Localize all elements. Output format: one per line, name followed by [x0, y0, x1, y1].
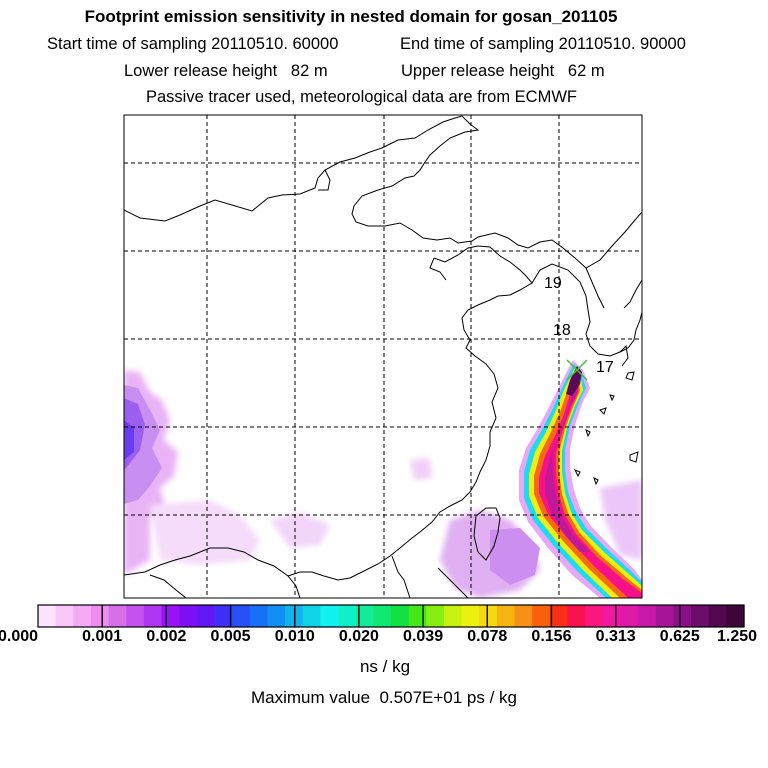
- colorbar-swatch: [373, 605, 392, 627]
- colorbar-swatch: [161, 605, 180, 627]
- colorbar-swatch: [391, 605, 410, 627]
- trajectory-label-19: 19: [544, 275, 562, 292]
- colorbar-swatch: [655, 605, 674, 627]
- colorbar-swatch: [532, 605, 551, 627]
- colorbar-swatch: [443, 605, 463, 627]
- colorbar-swatch: [496, 605, 516, 627]
- colorbar-swatch: [249, 605, 269, 627]
- colorbar-swatch: [638, 605, 657, 627]
- tracer-note: Passive tracer used, meteorological data…: [146, 88, 577, 106]
- colorbar-swatch: [232, 605, 251, 627]
- colorbar-swatch: [196, 605, 216, 627]
- colorbar-swatch: [179, 605, 198, 627]
- colorbar-tick-label: 0.020: [338, 628, 379, 645]
- colorbar-swatch: [479, 605, 498, 627]
- unit-label: ns / kg: [359, 657, 411, 676]
- colorbar-tick-label: 1.250: [716, 628, 758, 645]
- colorbar-swatch: [726, 605, 745, 627]
- colorbar-swatch: [55, 605, 74, 627]
- colorbar-tick-label: 0.001: [82, 628, 123, 645]
- colorbar-swatch: [38, 605, 57, 627]
- colorbar-swatch: [267, 605, 286, 627]
- colorbar-tick-label: 0.313: [595, 628, 636, 645]
- colorbar-swatch: [320, 605, 339, 627]
- cross-marker-icon: [566, 359, 588, 381]
- colorbar-tick-label: 0.005: [210, 628, 251, 645]
- colorbar-swatch: [143, 605, 163, 627]
- colorbar-swatch: [426, 605, 445, 627]
- colorbar-swatch: [567, 605, 586, 627]
- colorbar-swatch: [691, 605, 710, 627]
- colorbar-swatch: [108, 605, 127, 627]
- colorbar-swatch: [514, 605, 533, 627]
- colorbar-swatch: [338, 605, 357, 627]
- colorbar-swatch: [90, 605, 110, 627]
- lower-release-height: Lower release height 82 m: [124, 62, 328, 80]
- plot-title: Footprint emission sensitivity in nested…: [84, 7, 618, 26]
- colorbar-swatch: [302, 605, 321, 627]
- colorbar-tick-label: 0.078: [467, 628, 508, 645]
- colorbar-swatch: [214, 605, 233, 627]
- colorbar-swatch: [549, 605, 569, 627]
- upper-release-height: Upper release height 62 m: [401, 62, 605, 80]
- coastlines: [124, 115, 642, 598]
- colorbar-interval: [679, 604, 745, 628]
- colorbar-tick-label: 0.039: [403, 628, 444, 645]
- sampling-end: End time of sampling 20110510. 90000: [400, 35, 686, 53]
- colorbar-swatch: [708, 605, 727, 627]
- max-value-label: Maximum value 0.507E+01 ps / kg: [251, 688, 517, 707]
- colorbar-tick-label: 0.002: [146, 628, 187, 645]
- colorbar-tick-label: 0.156: [531, 628, 572, 645]
- colorbar-tick-label: 0.625: [659, 628, 700, 645]
- colorbar-tick-label: 0.010: [274, 628, 315, 645]
- colorbar-swatch: [73, 605, 92, 627]
- colorbar-swatch: [673, 605, 692, 627]
- lat-lon-grid: [124, 115, 642, 598]
- colorbar-swatch: [585, 605, 604, 627]
- colorbar-swatch: [408, 605, 427, 627]
- map-frame: [123, 114, 643, 599]
- sensitivity-field: [124, 360, 642, 598]
- sampling-start: Start time of sampling 20110510. 60000: [47, 35, 339, 53]
- colorbar-swatch: [355, 605, 374, 627]
- colorbar-swatch: [461, 605, 480, 627]
- trajectory-label-17: 17: [596, 359, 614, 376]
- trajectory-label-18: 18: [553, 322, 571, 339]
- colorbar-tick-label: 0.000: [0, 628, 39, 645]
- colorbar-swatch: [602, 605, 622, 627]
- colorbar-swatch: [620, 605, 639, 627]
- colorbar-swatch: [126, 605, 145, 627]
